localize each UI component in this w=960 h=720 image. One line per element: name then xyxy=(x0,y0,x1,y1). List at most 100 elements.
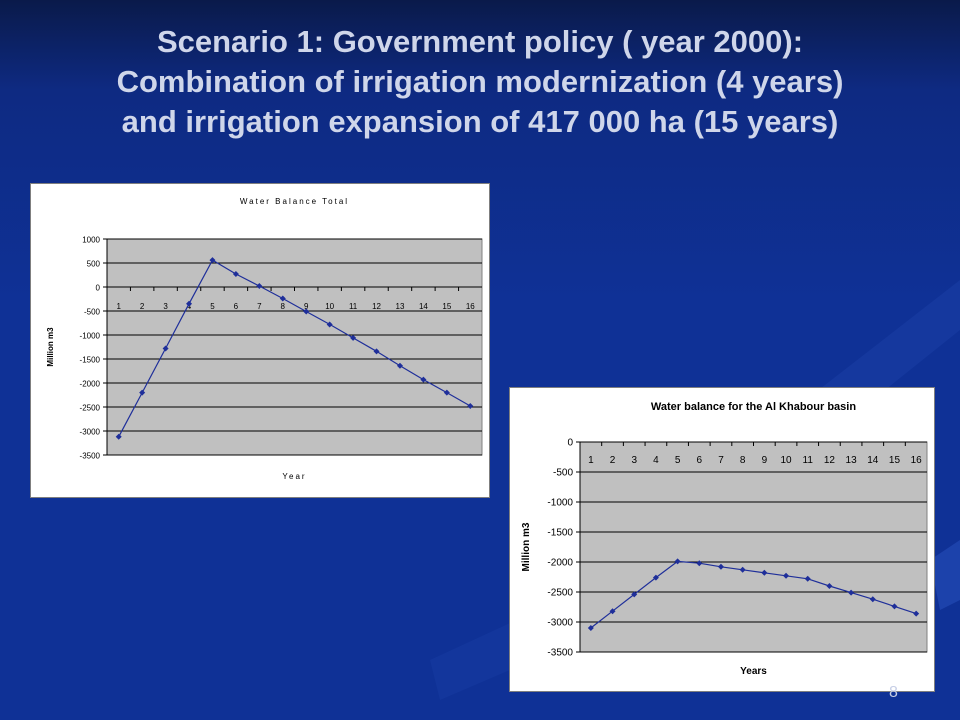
y-axis-title: Million m3 xyxy=(521,522,532,571)
y-tick-label: 0 xyxy=(567,438,573,449)
data-point xyxy=(186,300,193,307)
data-point xyxy=(761,569,768,576)
y-tick-label: -3500 xyxy=(80,452,101,461)
x-tick-label: 16 xyxy=(466,302,475,311)
data-point xyxy=(848,589,855,596)
y-tick-label: 500 xyxy=(87,260,101,269)
x-tick-label: 11 xyxy=(349,302,358,311)
data-point xyxy=(232,271,239,278)
slide-title: Scenario 1: Government policy ( year 200… xyxy=(20,22,940,142)
series-line xyxy=(590,560,917,629)
x-axis-title: Year xyxy=(282,472,306,481)
data-point xyxy=(279,295,286,302)
y-tick-label: -3000 xyxy=(547,618,573,629)
x-tick-label: 2 xyxy=(140,302,145,311)
y-tick-label: -2500 xyxy=(80,404,101,413)
data-point xyxy=(652,574,659,581)
x-tick-label: 15 xyxy=(889,455,901,466)
data-point xyxy=(139,389,146,396)
data-point xyxy=(256,283,263,290)
slide-title-line-2: Combination of irrigation modernization … xyxy=(116,64,844,99)
plot-area xyxy=(106,238,483,456)
data-point xyxy=(804,575,811,582)
y-tick-label: -2000 xyxy=(547,558,573,569)
x-tick-label: 3 xyxy=(163,302,168,311)
chart-title: Water balance for the Al Khabour basin xyxy=(651,401,856,413)
data-point xyxy=(373,348,380,355)
x-tick-label: 12 xyxy=(824,455,836,466)
data-point xyxy=(587,625,594,631)
y-tick-label: -2000 xyxy=(80,380,101,389)
chart-title: Water Balance Total xyxy=(240,197,349,206)
data-point xyxy=(326,321,333,328)
x-tick-label: 4 xyxy=(653,455,659,466)
x-tick-label: 6 xyxy=(234,302,239,311)
x-tick-label: 6 xyxy=(697,455,703,466)
y-axis-title: Million m3 xyxy=(46,327,55,367)
data-point xyxy=(674,558,681,565)
page-number: 8 xyxy=(889,684,898,701)
chart-al-khabour-basin: 0 -500 -1000 -1500 -2000 -2500 -3000 -3500 1 2 3 4 5… xyxy=(509,387,935,692)
series-line xyxy=(118,259,471,438)
x-tick-label: 11 xyxy=(803,455,814,466)
y-tick-label: -1000 xyxy=(547,498,573,509)
x-tick-label: 14 xyxy=(419,302,428,311)
data-point xyxy=(350,334,357,341)
y-tick-label: -500 xyxy=(553,468,573,479)
x-tick-label: 2 xyxy=(610,455,616,466)
x-tick-label: 8 xyxy=(281,302,286,311)
x-tick-label: 1 xyxy=(116,302,121,311)
x-tick-label: 16 xyxy=(911,455,923,466)
data-point xyxy=(162,345,169,352)
chart-water-balance-total: 1000 500 0 -500 -1000 -1500 -2000 -2500 -3000 -35… xyxy=(30,183,490,498)
y-tick-label: -1500 xyxy=(547,528,573,539)
data-point xyxy=(869,596,876,603)
x-tick-label: 15 xyxy=(442,302,451,311)
data-point xyxy=(209,257,216,264)
data-point xyxy=(783,572,790,579)
x-tick-label: 9 xyxy=(762,455,768,466)
data-point xyxy=(396,362,403,369)
x-tick-label: 12 xyxy=(372,302,381,311)
data-point xyxy=(467,403,474,410)
y-tick-label: -3000 xyxy=(80,428,101,437)
data-point xyxy=(609,608,616,615)
slide-title-line-3: and irrigation expansion of 417 000 ha (… xyxy=(121,104,839,139)
x-tick-label: 5 xyxy=(210,302,215,311)
x-axis-title: Years xyxy=(740,666,767,677)
data-point xyxy=(115,433,122,440)
data-point xyxy=(739,566,746,573)
data-point xyxy=(826,583,833,589)
x-tick-label: 8 xyxy=(740,455,746,466)
x-tick-label: 7 xyxy=(718,455,724,466)
y-tick-label: -500 xyxy=(84,308,101,317)
data-point xyxy=(717,563,724,570)
x-tick-label: 10 xyxy=(780,455,792,466)
y-tick-label: 0 xyxy=(96,284,101,293)
x-tick-label: 13 xyxy=(846,455,858,466)
data-point xyxy=(631,591,638,598)
plot-area xyxy=(579,441,928,653)
x-tick-label: 14 xyxy=(867,455,879,466)
x-tick-label: 10 xyxy=(325,302,334,311)
chart-1-svg: 1000 500 0 -500 -1000 -1500 -2000 -2500 -3000 -35… xyxy=(46,197,483,481)
x-tick-label: 7 xyxy=(257,302,262,311)
data-point xyxy=(420,376,427,383)
data-point xyxy=(913,610,920,617)
data-point xyxy=(696,560,703,567)
x-tick-label: 13 xyxy=(396,302,405,311)
data-point xyxy=(891,603,898,610)
y-tick-label: -3500 xyxy=(547,648,573,659)
slide-title-line-1: Scenario 1: Government policy ( year 200… xyxy=(156,24,804,59)
y-tick-label: -2500 xyxy=(547,588,573,599)
data-point xyxy=(443,389,450,396)
x-tick-label: 1 xyxy=(588,455,594,466)
x-tick-label: 3 xyxy=(631,455,637,466)
y-tick-label: -1000 xyxy=(80,332,101,341)
y-tick-label: 1000 xyxy=(82,236,100,245)
y-tick-label: -1500 xyxy=(80,356,101,365)
x-tick-label: 9 xyxy=(304,302,309,311)
x-tick-label: 5 xyxy=(675,455,681,466)
data-point xyxy=(303,308,310,315)
